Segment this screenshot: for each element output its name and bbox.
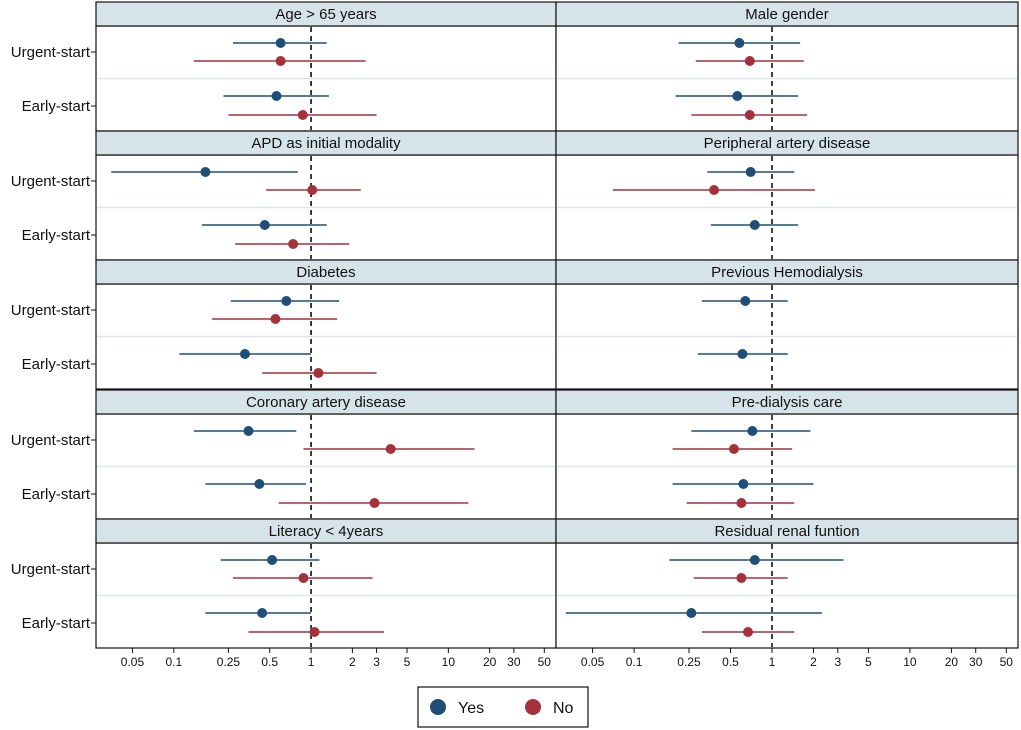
point-yes [686,608,697,618]
point-yes [749,555,760,565]
point-no [298,573,309,583]
panel-strip [555,130,1019,156]
point-yes [732,91,743,101]
point-no [709,185,720,195]
row-label-urgent-start: Urgent-start [11,44,91,61]
panel-strip [555,518,1019,544]
x-tick-label: 0.5 [261,655,278,669]
legend-swatch-yes [430,699,446,715]
x-tick-label: 1 [308,655,315,669]
point-no [307,185,318,195]
point-yes [267,555,278,565]
x-tick-label: 50 [538,655,552,669]
x-tick-label: 2 [810,655,817,669]
x-tick-label: 1 [769,655,776,669]
panel-title: Age > 65 years [275,6,376,23]
x-tick-label: 5 [865,655,872,669]
point-no [369,498,380,508]
point-no [744,56,755,66]
point-no [385,444,396,454]
x-tick-label: 0.25 [217,655,241,669]
point-no [736,498,747,508]
panel-strip [95,1,557,27]
point-no [744,110,755,120]
point-yes [243,426,254,436]
x-tick-label: 0.25 [677,655,701,669]
panel-title: Peripheral artery disease [704,135,871,152]
row-label-urgent-start: Urgent-start [11,302,91,319]
x-tick-label: 2 [349,655,356,669]
point-yes [749,220,760,230]
legend-label-yes: Yes [458,700,484,717]
row-label-early-start: Early-start [22,615,91,632]
point-yes [747,426,758,436]
point-yes [745,167,756,177]
row-label-early-start: Early-start [22,227,91,244]
panel-title: Residual renal funtion [714,523,859,540]
legend-swatch-no [525,699,541,715]
point-no [728,444,739,454]
point-no [309,627,320,637]
x-tick-label: 20 [483,655,497,669]
row-label-urgent-start: Urgent-start [11,173,91,190]
x-tick-label: 0.1 [626,655,643,669]
x-tick-label: 3 [834,655,841,669]
point-no [288,239,299,249]
x-tick-label: 5 [404,655,411,669]
x-tick-label: 10 [442,655,456,669]
x-tick-label: 30 [969,655,983,669]
row-label-urgent-start: Urgent-start [11,561,91,578]
panel-title: Diabetes [296,264,355,281]
panel-title: APD as initial modality [251,135,401,152]
point-no [270,314,281,324]
row-label-early-start: Early-start [22,98,91,115]
point-no [313,368,324,378]
x-tick-label: 0.05 [121,655,145,669]
row-label-urgent-start: Urgent-start [11,432,91,449]
point-yes [200,167,211,177]
panel-strip [95,259,557,285]
x-tick-label: 30 [507,655,521,669]
x-tick-label: 0.5 [722,655,739,669]
x-tick-label: 10 [903,655,917,669]
point-no [743,627,754,637]
legend-box [417,686,589,728]
point-yes [239,349,250,359]
point-yes [271,91,282,101]
x-tick-label: 0.05 [581,655,605,669]
legend-label-no: No [553,700,574,717]
x-tick-label: 0.1 [165,655,182,669]
point-yes [275,38,286,48]
point-yes [281,296,292,306]
point-no [275,56,286,66]
panel-title: Literacy < 4years [269,523,384,540]
point-yes [734,38,745,48]
panel-title: Pre-dialysis care [732,394,843,411]
point-yes [740,296,751,306]
x-tick-label: 3 [373,655,380,669]
row-label-early-start: Early-start [22,486,91,503]
panel-strip [555,389,1019,415]
point-yes [259,220,270,230]
point-no [297,110,308,120]
point-yes [257,608,268,618]
panel-strip [555,259,1019,285]
point-yes [738,479,749,489]
panel-title: Coronary artery disease [246,394,406,411]
point-no [736,573,747,583]
panel-strip [555,1,1019,27]
panel-title: Previous Hemodialysis [711,264,863,281]
x-tick-label: 50 [1000,655,1014,669]
point-yes [737,349,748,359]
row-label-early-start: Early-start [22,356,91,373]
x-tick-label: 20 [945,655,959,669]
panel-strip [95,518,557,544]
point-yes [254,479,265,489]
panel-title: Male gender [745,6,828,23]
